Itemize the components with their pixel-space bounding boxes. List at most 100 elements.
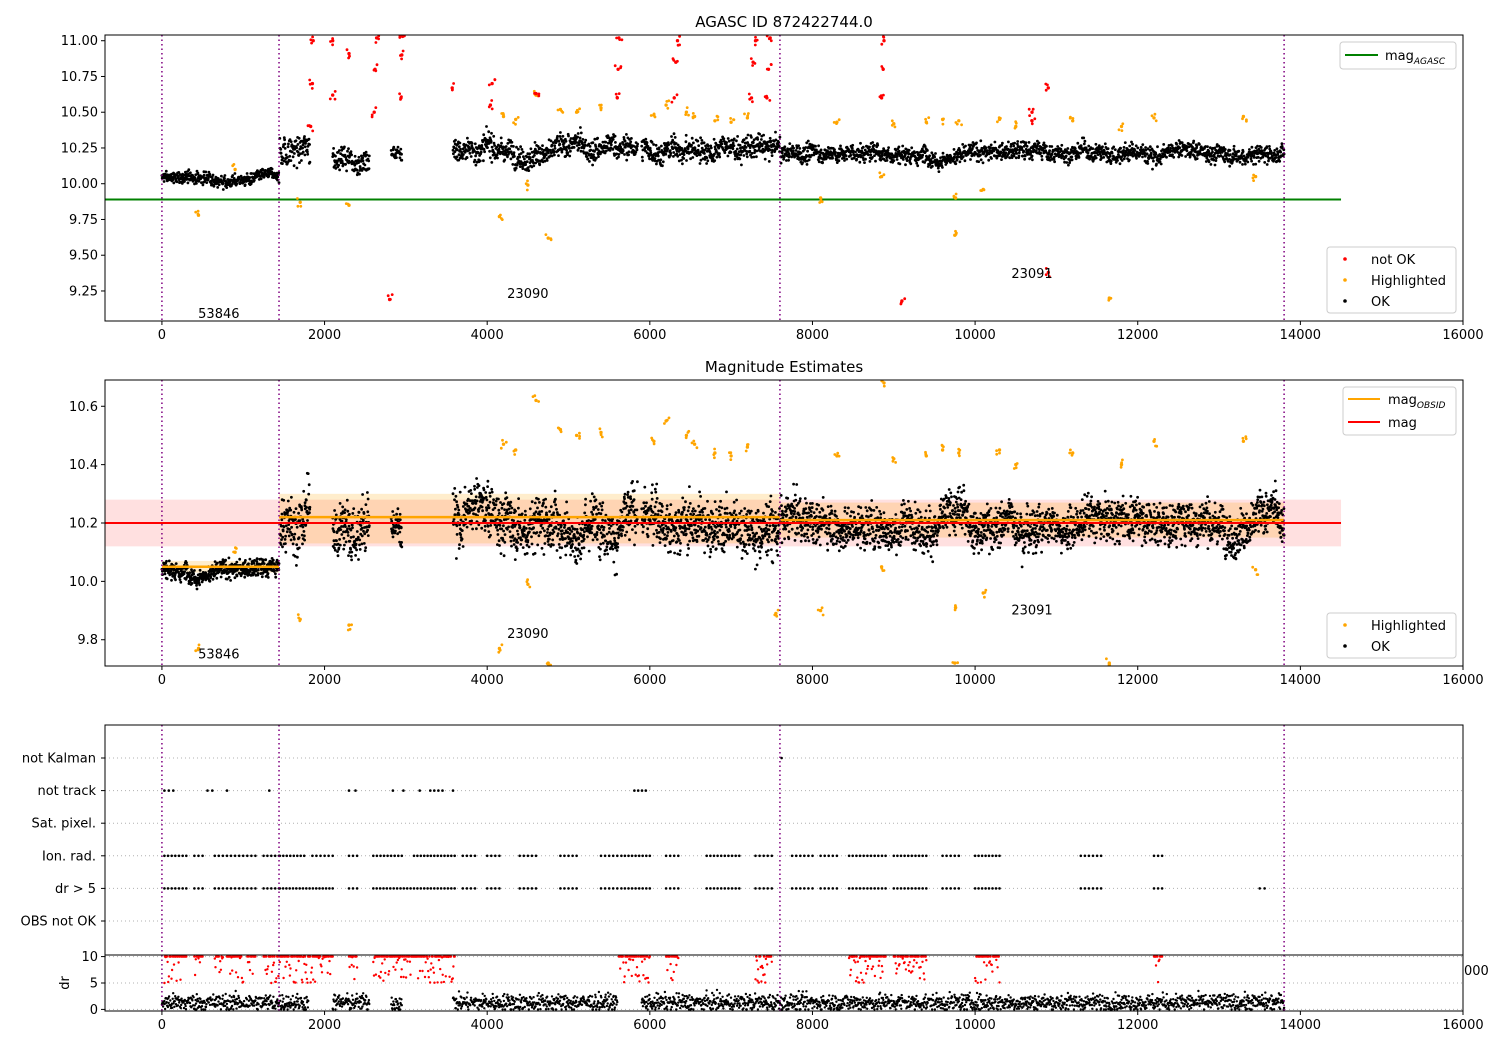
highlighted-point <box>691 112 695 115</box>
not-ok-point <box>617 92 621 95</box>
ok-point <box>484 495 488 499</box>
ok-point <box>481 140 485 144</box>
ok-point <box>349 555 353 558</box>
not-ok-point <box>310 41 313 45</box>
ok-point <box>470 142 474 145</box>
ok-point <box>734 149 738 153</box>
highlighted-point <box>298 200 302 204</box>
ok-point <box>297 136 301 140</box>
ok-point <box>623 153 626 156</box>
ok-point <box>338 538 341 541</box>
ok-point <box>301 150 305 154</box>
ok-point <box>1070 158 1074 162</box>
ok-point <box>455 533 459 536</box>
ok-point <box>362 512 366 515</box>
ok-point <box>308 143 311 146</box>
ok-point <box>477 484 481 487</box>
highlighted-point <box>544 233 548 237</box>
not-ok-point <box>1046 86 1051 90</box>
ok-point <box>351 512 355 515</box>
ok-point <box>290 533 294 537</box>
ok-point <box>576 135 579 139</box>
highlighted-point <box>1108 297 1111 301</box>
ok-point <box>692 141 695 145</box>
ok-point <box>1127 158 1131 162</box>
ok-point <box>360 526 364 530</box>
ok-point <box>565 544 569 547</box>
ok-point <box>579 126 582 129</box>
ok-point <box>172 181 176 185</box>
ok-point <box>761 143 764 146</box>
ok-point <box>576 531 580 535</box>
not-ok-point <box>390 293 394 296</box>
ok-point <box>231 174 235 177</box>
ok-point <box>788 142 792 146</box>
ok-point <box>895 158 899 161</box>
ok-point <box>550 154 554 158</box>
ok-point <box>357 511 361 514</box>
not-ok-point <box>389 298 392 301</box>
ok-point <box>557 527 561 531</box>
ok-point <box>566 151 570 155</box>
ok-point <box>463 485 467 489</box>
ok-point <box>519 145 522 149</box>
ok-point <box>523 533 526 537</box>
ok-point <box>520 538 524 542</box>
not-ok-point <box>903 297 907 301</box>
ok-point <box>690 143 693 147</box>
ok-point <box>706 144 710 148</box>
ok-point <box>543 155 547 159</box>
ok-point <box>358 543 361 547</box>
ok-point <box>1087 144 1091 148</box>
not-ok-point <box>767 37 771 41</box>
ok-point <box>868 160 872 163</box>
ok-point <box>516 532 520 536</box>
ok-point <box>981 161 985 165</box>
ok-point <box>553 153 556 157</box>
ok-point <box>751 141 755 145</box>
ok-point <box>1126 154 1130 157</box>
not-ok-point <box>490 107 494 111</box>
highlighted-point <box>954 229 957 233</box>
ok-point <box>1076 141 1080 145</box>
ok-point <box>806 149 809 153</box>
ok-point <box>347 524 351 528</box>
ok-point <box>660 144 663 148</box>
ok-point <box>396 507 400 511</box>
ok-point <box>352 169 356 173</box>
ok-point <box>457 158 461 162</box>
ok-point <box>569 149 572 153</box>
highlighted-point <box>194 210 198 214</box>
ok-point <box>500 527 504 531</box>
ok-point <box>514 509 517 513</box>
ok-point <box>360 169 364 172</box>
ok-point <box>343 511 346 514</box>
highlighted-point <box>878 171 882 175</box>
ok-point <box>698 153 702 157</box>
ok-point <box>1149 151 1153 155</box>
highlighted-point <box>1119 124 1124 129</box>
ok-point <box>353 163 357 167</box>
highlighted-point <box>960 123 963 127</box>
ok-point <box>456 148 459 152</box>
ok-point <box>1175 142 1178 146</box>
ok-point <box>556 134 559 138</box>
ok-point <box>512 145 515 148</box>
ok-point <box>367 159 371 163</box>
ok-point <box>961 143 965 146</box>
ok-point <box>839 144 842 148</box>
highlighted-point <box>516 116 520 119</box>
ok-point <box>398 156 402 160</box>
ok-point <box>196 171 200 175</box>
highlighted-point <box>512 121 515 125</box>
not-ok-point <box>308 124 311 127</box>
ok-point <box>482 147 486 151</box>
ok-point <box>544 497 547 501</box>
ok-point <box>367 524 371 528</box>
ok-point <box>502 554 506 558</box>
ok-point <box>284 524 288 528</box>
ok-point <box>1159 162 1163 166</box>
ok-point <box>250 172 254 175</box>
ok-point <box>506 155 509 159</box>
ok-point <box>515 538 519 542</box>
